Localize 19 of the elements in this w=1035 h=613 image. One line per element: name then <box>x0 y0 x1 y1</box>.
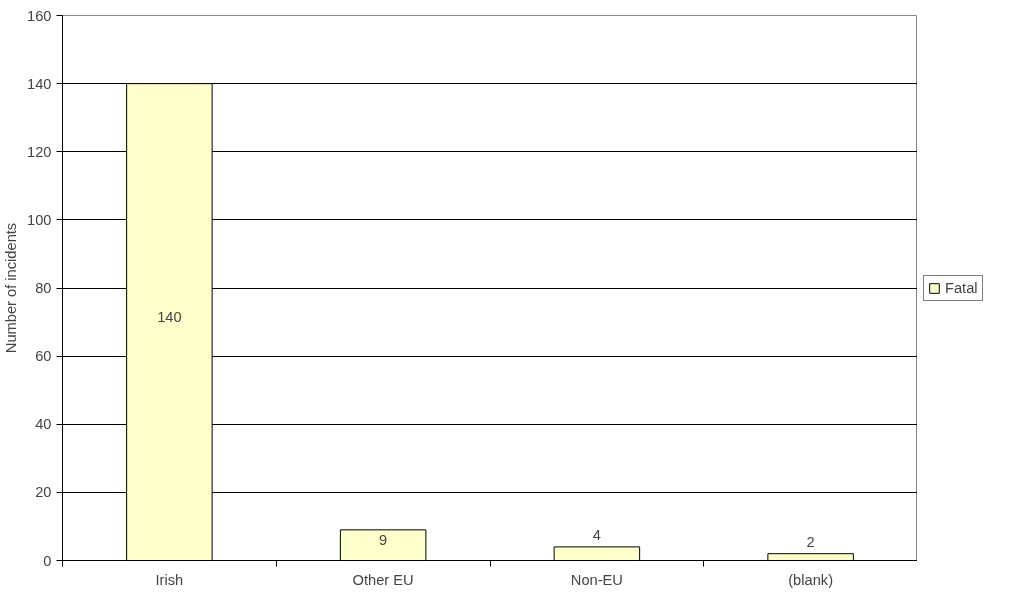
data-label: 140 <box>157 309 182 326</box>
y-tick-label: 160 <box>27 7 52 24</box>
y-tick-label: 40 <box>35 416 52 433</box>
legend-label: Fatal <box>945 279 978 296</box>
x-tick-label: Other EU <box>352 571 414 588</box>
y-tick-label: 140 <box>27 75 52 92</box>
y-tick-label: 120 <box>27 143 52 160</box>
data-label: 9 <box>379 532 388 549</box>
y-axis-title: Number of incidents <box>3 222 20 354</box>
y-tick-label: 100 <box>27 211 52 228</box>
x-tick-label: Non-EU <box>570 571 623 588</box>
data-label: 2 <box>806 534 815 551</box>
y-tick-label: 60 <box>35 348 52 365</box>
y-tick-label: 80 <box>35 280 52 296</box>
x-tick-label: Irish <box>155 571 184 588</box>
data-label: 4 <box>592 527 601 544</box>
y-tick-label: 0 <box>43 552 52 569</box>
y-tick-label: 20 <box>35 484 52 501</box>
x-tick-label: (blank) <box>788 571 834 588</box>
